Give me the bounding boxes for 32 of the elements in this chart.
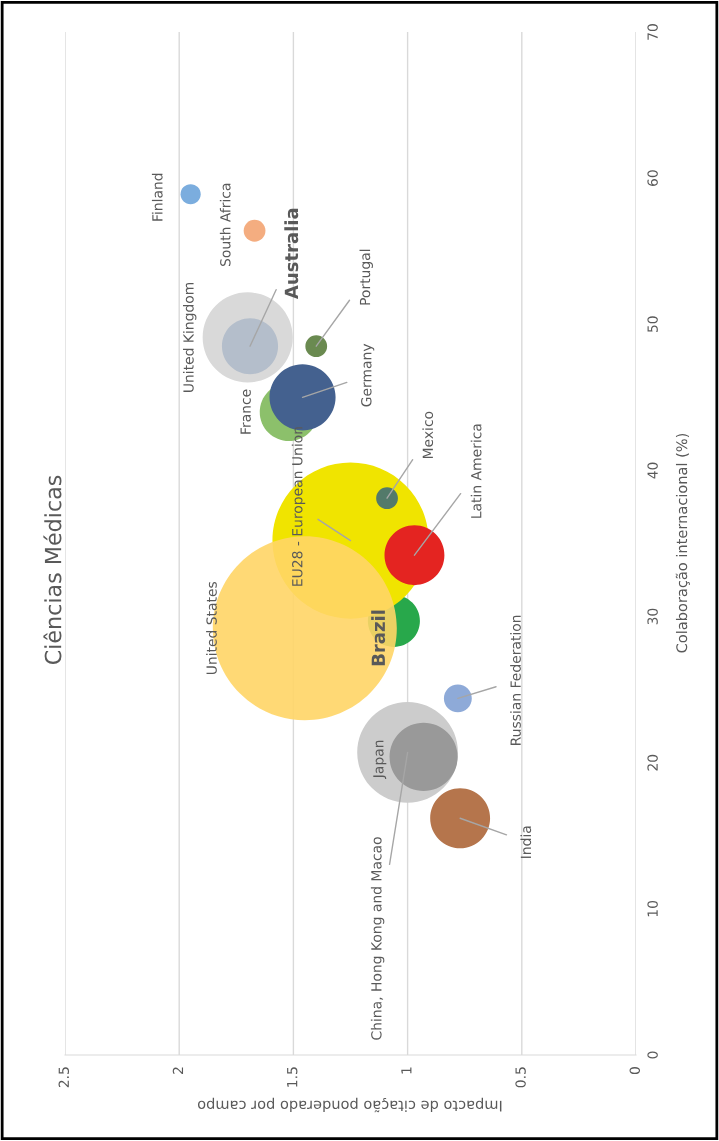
x-tick-label: 0 <box>629 1067 641 1075</box>
x-tick-label: 1 <box>401 1067 412 1074</box>
y-tick-label: 50 <box>647 316 658 333</box>
y-tick-label: 40 <box>647 462 658 479</box>
text: India <box>520 826 532 858</box>
series-label: Brazil <box>371 610 386 666</box>
text: Ciências Médicas <box>43 475 62 665</box>
x-tick-label: 2.5 <box>58 1067 70 1088</box>
x-tick-label: 2 <box>172 1067 184 1074</box>
y-tick-label: 10 <box>647 900 658 917</box>
text: Japan <box>373 740 387 779</box>
text: Australia <box>284 208 299 300</box>
text: China, Hong Kong and Macao <box>370 837 385 1040</box>
text: Russian Federation <box>510 615 521 745</box>
text: South Africa <box>219 183 231 267</box>
y-axis-title: Colaboração internacional (%) <box>675 433 690 653</box>
y-tick-label: 70 <box>647 24 658 40</box>
text: France <box>240 389 251 434</box>
y-tick-label: 60 <box>647 170 658 187</box>
text: Portugal <box>359 249 373 305</box>
text: Finland <box>151 173 163 221</box>
y-tick-label: 20 <box>647 754 658 771</box>
y-tick-label: 30 <box>647 608 658 625</box>
x-tick-label: 1.5 <box>287 1067 298 1087</box>
text: Germany <box>361 343 375 407</box>
text: Latin America <box>470 424 482 518</box>
text: Mexico <box>422 411 434 459</box>
y-tick-label: 0 <box>647 1051 658 1059</box>
text: United States <box>206 581 217 675</box>
x-tick-label: 0.5 <box>515 1067 526 1088</box>
x-axis-title: Impacto de citação ponderado por campo <box>197 1097 502 1113</box>
text: United Kingdom <box>183 282 197 392</box>
